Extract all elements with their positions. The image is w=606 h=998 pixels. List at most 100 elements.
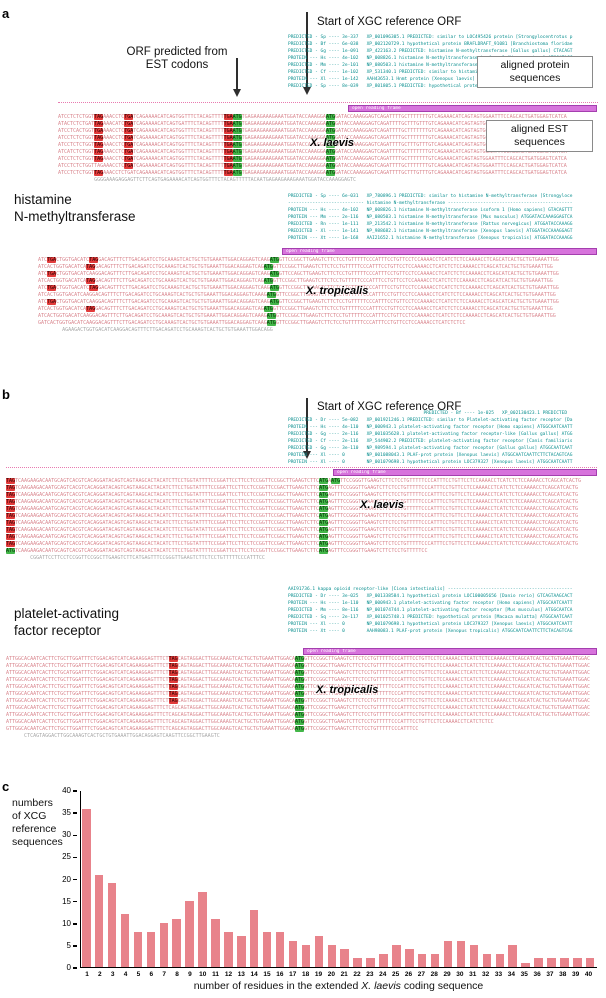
sequence-row: TAGTCAAGAAGACAATGCAGTCACGTCACAGGATACAGTC… bbox=[6, 499, 578, 505]
alignment-header-line: PROTEIN --- Xl ---- 0 NP_001079698.1 hyp… bbox=[288, 622, 573, 627]
gene-label-a: histamine N-methyltransferase bbox=[14, 192, 136, 224]
sequence-row: GGGGAAAGAGGAGTTCTTCAGTGAGAAAACATCAGTGGTT… bbox=[58, 177, 357, 183]
start-codon-highlight: ATG bbox=[319, 520, 329, 526]
sequence-row: ATCCTCTCTGGTTAGAAACCTCTGATCAGAAAACATCAGT… bbox=[58, 170, 567, 176]
bar bbox=[146, 931, 156, 967]
bar bbox=[573, 958, 582, 967]
bar bbox=[159, 923, 169, 967]
x-tick-label: 22 bbox=[353, 971, 361, 978]
y-tick-label: 10 bbox=[62, 918, 71, 928]
xgc-orf-arrow-a-icon bbox=[302, 12, 311, 95]
stop-codon-highlight: TGA bbox=[223, 170, 233, 176]
alignment-header-line: PROTEIN --- Xt ---- 0 AAH98083.1 PLAF-pr… bbox=[288, 629, 573, 634]
y-tick: 20 bbox=[62, 875, 77, 884]
start-codon-highlight: ATG bbox=[269, 285, 279, 291]
stop-codon-highlight: TGA bbox=[47, 285, 57, 291]
x-tick-label: 3 bbox=[110, 971, 115, 978]
bar bbox=[237, 936, 246, 967]
sequence-row: CGGATTCCTTCCTCCGGTTCCGGCTTGAAGTCTTCATGAG… bbox=[6, 555, 265, 561]
bar bbox=[107, 883, 117, 967]
sequence-row: ATTGGCACAATCACTTCTGCTTGGATTTCTGGACAGTCAT… bbox=[6, 684, 591, 690]
xgc-orf-annotation-b: Start of XGC reference ORF bbox=[317, 401, 462, 413]
x-tick-label: 29 bbox=[443, 971, 451, 978]
bar bbox=[340, 949, 349, 967]
alignment-header-line: PREDICTED - Bf ---- 6e-038 XP_002120729.… bbox=[288, 42, 573, 47]
y-tick: 5 bbox=[67, 941, 77, 950]
start-codon-highlight: ATG bbox=[232, 170, 242, 176]
x-tick-label: 20 bbox=[327, 971, 335, 978]
x-tick-label: 24 bbox=[379, 971, 387, 978]
sequence-row: ATCACTGGTGACATCAAGGACAGTTTCTTGACAGATCCTG… bbox=[38, 292, 556, 298]
bar bbox=[521, 962, 530, 967]
sequence-row: ATCATCTCTGGTTAGAAACCTCTGATCAGAAAACATCAGT… bbox=[58, 149, 567, 155]
species-label-a-tropicalis: X. tropicalis bbox=[306, 285, 369, 297]
sequence-row: GATCACTGGTGACATCAAGGACAGTTTCTTGACAGATCCT… bbox=[38, 320, 466, 326]
start-codon-highlight: ATG bbox=[319, 541, 329, 547]
bar bbox=[456, 940, 466, 967]
alignment-header-line: PREDICTED - Mm ---- 8e-116 NP_001074744.… bbox=[288, 608, 573, 613]
x-tick-label: 23 bbox=[366, 971, 374, 978]
sequence-row: TAGTCAAGAAGACAATGCAGTCACGTCACAGGATACAGTC… bbox=[6, 541, 578, 547]
stop-codon-highlight: TGA bbox=[124, 128, 134, 134]
sequence-row: ATCTGACTGGTGACATCAAGGACAGTTTCTTGACAGATCC… bbox=[38, 299, 559, 305]
alignment-header-line: PREDICTED - Rn ---- 1e-111 XP_213542.1 h… bbox=[288, 222, 573, 227]
bar bbox=[560, 958, 569, 967]
alignment-header-line: AAI91736.1 kappa opioid receptor-like [C… bbox=[288, 587, 573, 592]
chart-plot bbox=[80, 791, 597, 968]
stop-codon-highlight: TGA bbox=[124, 156, 134, 162]
start-codon-highlight: ATG bbox=[232, 114, 242, 120]
sequence-row: ATCTGACTGGTGACATCAAGGACAGTTTCTTGACAGATCC… bbox=[38, 271, 559, 277]
start-codon-highlight: ATG bbox=[232, 149, 242, 155]
sequence-row: ATCCTCTCTGGTTAGAAACCTCTGATCAGAAAACATCAGT… bbox=[58, 142, 567, 148]
start-codon-highlight: ATG bbox=[266, 292, 276, 298]
start-codon-highlight: ATG bbox=[269, 299, 279, 305]
stop-codon-highlight: TGA bbox=[223, 156, 233, 162]
alignment-header-line: PROTEIN --- Hs ---- 1e-110 NP_000943.1 p… bbox=[288, 601, 573, 606]
sequence-row: ATTGGCACAATCACTTCTGCATGGATTTCTGGACAGTCAT… bbox=[6, 670, 591, 676]
start-codon-highlight: ATG bbox=[319, 513, 329, 519]
bar bbox=[133, 931, 143, 967]
x-tick-label: 14 bbox=[250, 971, 258, 978]
bar-chart: 40 35 30 25 20 15 10 5 0 1 2 3 4 5 6 7 8 9 10 11 12 13 14 15 16… bbox=[62, 787, 597, 978]
stop-codon-highlight: TGA bbox=[223, 163, 233, 169]
bar bbox=[405, 949, 414, 967]
sequence-row: ATCACTGGTGACATCAAGGACAGTTTCTTGACAGATCCTG… bbox=[38, 313, 556, 319]
start-codon-highlight: ATG bbox=[294, 712, 305, 718]
alignment-header-line: PREDICTED - Xl ---- 1e-141 NP_988682.1 h… bbox=[288, 229, 573, 234]
sequence-row: ATCCTCTCTGGTTAGAAACCTCTGATCAGAAAACATCAGT… bbox=[58, 114, 567, 120]
y-tick: 30 bbox=[62, 831, 77, 839]
species-label-b-laevis: X. laevis bbox=[360, 499, 405, 511]
stop-codon-highlight: TAG bbox=[6, 485, 16, 491]
sequence-row: ATCACTGGTGACATCATAGGACAGTTTCTTGACAGATCCT… bbox=[38, 278, 553, 284]
bar bbox=[120, 914, 130, 967]
sequence-row: TAGTCAAGAAGACAATGCAGTCACGTCACAGGATACAGTC… bbox=[6, 527, 578, 533]
orf-bar-b-laevis: open reading frame bbox=[333, 469, 597, 476]
start-codon-highlight: ATG bbox=[232, 163, 242, 169]
x-tick-label: 25 bbox=[392, 971, 400, 978]
x-tick-label: 28 bbox=[430, 971, 438, 978]
sequence-row: TAGTCAAGAAGACAATGCAGTCACGTCACAGGATACAGTC… bbox=[6, 534, 578, 540]
bar bbox=[211, 918, 220, 967]
x-tick-label: 9 bbox=[188, 971, 192, 978]
bar bbox=[392, 945, 401, 967]
stop-codon-highlight: TGA bbox=[124, 142, 134, 148]
start-codon-highlight: ATG bbox=[266, 320, 276, 326]
sequence-row: ATCCTCTCTGGTTAGAAACCTCTGATCAGAAAACATCAGT… bbox=[58, 163, 567, 169]
x-tick-label: 15 bbox=[263, 971, 271, 978]
sequence-row: ATTGGCACAATCACTTCTGCTTGGATTTCTGGACAGTCAT… bbox=[6, 712, 590, 718]
stop-codon-highlight: TAG bbox=[94, 135, 104, 141]
stop-codon-highlight: TGA bbox=[47, 299, 57, 305]
chart-bars bbox=[82, 791, 595, 967]
stop-codon-highlight: TAG bbox=[94, 121, 104, 127]
sequence-row: ATTGGCACAATCACTTCTGCTTGGATTTCTGGACAGTCAT… bbox=[6, 705, 590, 711]
stop-codon-highlight: TAG bbox=[168, 663, 178, 669]
stop-codon-highlight: TAG bbox=[168, 684, 178, 690]
alignment-headers-b-laevis: PREDICTED - Bf ---- 1e-025 XP_002130423.… bbox=[288, 410, 572, 466]
sequence-row: CTCAGTAGGACTTGGCAAAGTCACTGCTGTGAAATTGGAC… bbox=[6, 733, 220, 739]
start-codon-highlight: ATG bbox=[295, 698, 305, 704]
y-tick: 40 bbox=[62, 787, 77, 795]
alignment-header-line: PROTEIN --- Xl ---- 0 NP_001088043.1 PLA… bbox=[288, 453, 573, 458]
start-codon-highlight: ATG bbox=[232, 135, 242, 141]
x-axis-title-prefix: number of residues in the extended bbox=[193, 980, 362, 992]
